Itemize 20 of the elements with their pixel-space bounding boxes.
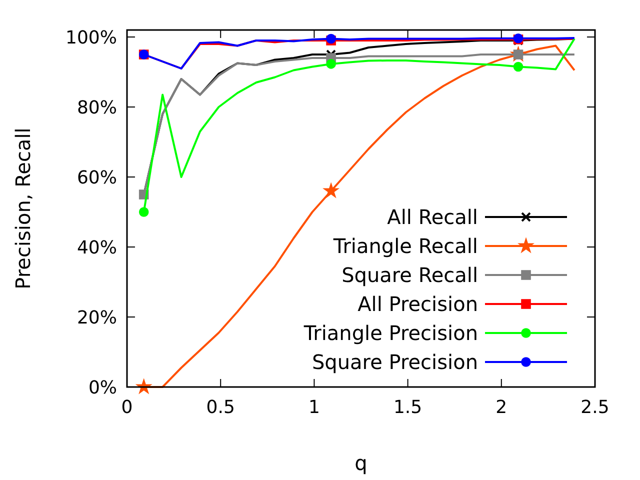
legend-label: All Recall [387,205,478,229]
legend-label: All Precision [358,292,478,316]
y-tick-label: 20% [76,307,117,328]
x-axis-title: q [354,451,368,475]
x-tick-label: 1.5 [393,397,422,418]
x-tick-label: 2 [496,397,508,418]
y-tick-label: 60% [76,167,117,188]
y-tick-label: 100% [66,27,117,48]
x-tick-label: 0.5 [206,397,235,418]
y-tick-label: 40% [76,237,117,258]
x-tick-label: 0 [121,397,133,418]
y-tick-label: 0% [88,377,117,398]
x-tick-label: 2.5 [580,397,610,418]
legend-label: Triangle Precision [302,321,478,345]
x-tick-label: 1 [308,397,320,418]
legend-label: Square Recall [342,263,478,287]
y-axis-title: Precision, Recall [11,128,35,290]
legend-label: Square Precision [312,350,478,374]
y-tick-label: 80% [76,97,117,118]
legend-label: Triangle Recall [332,234,478,258]
